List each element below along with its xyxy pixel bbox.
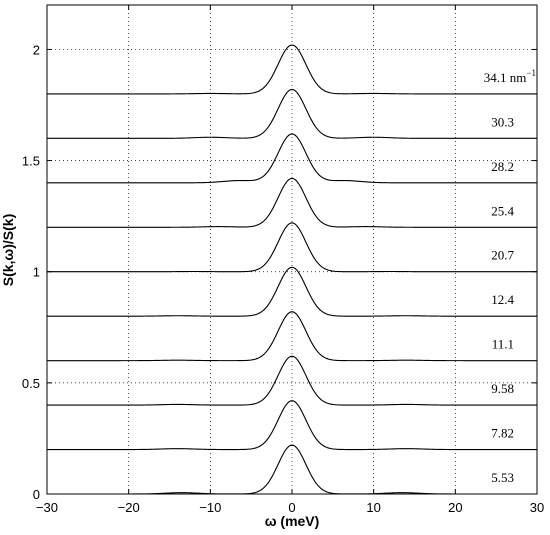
curve-k-12-4 (47, 266, 537, 317)
curve-label: 25.4 (491, 203, 514, 218)
x-tick-label: −20 (118, 500, 140, 515)
x-tick-label: 20 (448, 500, 462, 515)
curve-label: 5.53 (491, 470, 514, 485)
curve-label: 34.1 nm−1 (484, 68, 536, 85)
y-axis-title: S(k,ω)/S(k) (0, 214, 16, 287)
x-axis-title: ω (meV) (265, 513, 320, 529)
curve-k-28-2 (47, 133, 537, 184)
curve-label: 9.58 (491, 381, 514, 396)
y-tick-label: 2 (33, 42, 40, 57)
curve-label: 11.1 (492, 337, 514, 352)
y-tick-label: 0.5 (22, 376, 40, 391)
curve-k-25-4 (47, 177, 537, 228)
curve-label: 20.7 (491, 248, 514, 263)
curve-label: 12.4 (491, 292, 514, 307)
curve-label: 28.2 (491, 159, 514, 174)
curve-label: 30.3 (491, 114, 514, 129)
curve-k-7-82 (47, 400, 537, 451)
curve-label: 7.82 (491, 426, 514, 441)
x-tick-label: 0 (288, 500, 295, 515)
grid-layer (47, 5, 537, 494)
curve-k-34-1 (47, 44, 537, 95)
curve-label-superscript: −1 (526, 68, 536, 78)
curve-label-layer: 5.53 7.82 9.58 11.1 12.4 20.7 25.4 28.2 30.3 34.1… (484, 68, 536, 485)
curve-label-text: 34.1 nm (484, 70, 527, 85)
tick-layer: −30 −20 −10 0 10 20 30 0 0.5 1 1.5 2 (22, 5, 544, 515)
x-tick-label: 30 (530, 500, 544, 515)
y-tick-label: 0 (33, 487, 40, 502)
curve-k-20-7 (47, 222, 537, 273)
y-tick-label: 1 (33, 265, 40, 280)
curve-k-30-3 (47, 88, 537, 139)
curve-k-9-58 (47, 355, 537, 406)
x-tick-label: 10 (366, 500, 380, 515)
x-tick-label: −30 (36, 500, 58, 515)
curve-k-11-1 (47, 311, 537, 362)
y-tick-label: 1.5 (22, 154, 40, 169)
x-tick-label: −10 (199, 500, 221, 515)
